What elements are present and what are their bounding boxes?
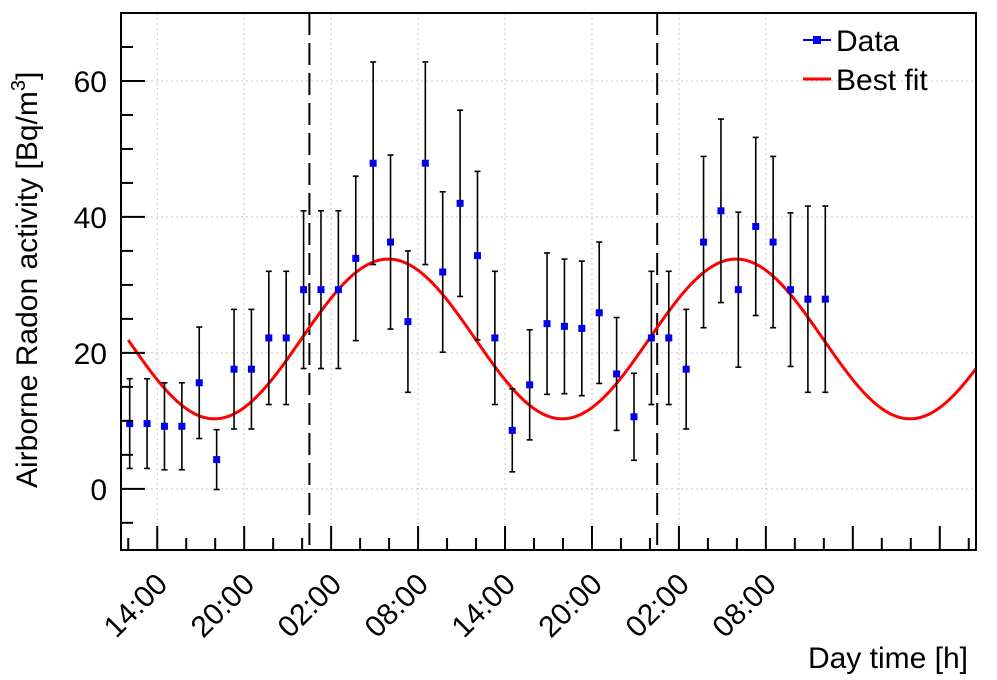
data-point [508, 426, 516, 434]
x-tick-label: 02:00 [619, 568, 695, 644]
data-point [752, 222, 760, 230]
data-point [178, 422, 186, 430]
x-tick-label: 14:00 [446, 568, 522, 644]
data-point [300, 286, 308, 294]
legend-data-marker [813, 36, 821, 44]
y-axis-title-main: Airborne Radon activity [Bq/m [11, 91, 44, 488]
data-point [334, 286, 342, 294]
data-point [769, 238, 777, 246]
data-points [126, 61, 829, 491]
y-tick-label: 0 [90, 474, 107, 507]
data-point [387, 238, 395, 246]
data-point [282, 334, 290, 342]
day-boundary-lines [308, 13, 659, 550]
x-axis: 14:00 20:00 02:00 08:00 14:00 20:00 02:00 08:00 [98, 526, 970, 644]
x-tick-label: 20:00 [533, 568, 609, 644]
data-point [369, 159, 377, 167]
data-point [421, 159, 429, 167]
data-point [317, 286, 325, 294]
fit-line [126, 257, 978, 421]
data-point [804, 295, 812, 303]
data-point [230, 365, 238, 373]
data-point [473, 252, 481, 260]
data-point [491, 334, 499, 342]
y-axis: 0 20 40 60 [74, 45, 145, 524]
data-point [247, 365, 255, 373]
data-point [439, 268, 447, 276]
y-axis-title-close: ] [11, 72, 44, 80]
data-point [143, 420, 151, 428]
data-point [404, 318, 412, 326]
data-point [787, 286, 795, 294]
y-tick-label: 60 [74, 66, 107, 99]
legend-fit-label: Best fit [836, 64, 928, 97]
data-point [717, 207, 725, 215]
y-axis-title: Airborne Radon activity [Bq/m3] [8, 72, 44, 488]
x-axis-title: Day time [h] [808, 642, 968, 675]
x-tick-label: 08:00 [359, 568, 435, 644]
data-point [630, 413, 638, 421]
plot-frame [120, 12, 977, 551]
x-tick-label: 02:00 [272, 568, 348, 644]
data-point [700, 238, 708, 246]
data-point [195, 379, 203, 387]
x-tick-label: 14:00 [98, 568, 174, 644]
data-point [213, 456, 221, 464]
data-point [526, 381, 534, 389]
data-point [682, 365, 690, 373]
legend: Data Best fit [803, 25, 928, 97]
data-point [456, 199, 464, 207]
data-point [647, 334, 655, 342]
data-point [578, 324, 586, 332]
data-point [160, 422, 168, 430]
best-fit-curve [126, 257, 978, 421]
data-point [613, 370, 621, 378]
data-point [352, 254, 360, 262]
data-point [821, 295, 829, 303]
data-point [543, 320, 551, 328]
data-point [665, 334, 673, 342]
y-tick-label: 20 [74, 338, 107, 371]
data-point [265, 334, 273, 342]
data-point [126, 420, 134, 428]
data-point [734, 286, 742, 294]
legend-data-label: Data [836, 25, 900, 58]
data-point [560, 322, 568, 330]
x-tick-label: 20:00 [185, 568, 261, 644]
y-tick-label: 40 [74, 202, 107, 235]
x-tick-label: 08:00 [706, 568, 782, 644]
y-axis-title-superscript: 3 [8, 80, 30, 91]
data-point [595, 309, 603, 317]
